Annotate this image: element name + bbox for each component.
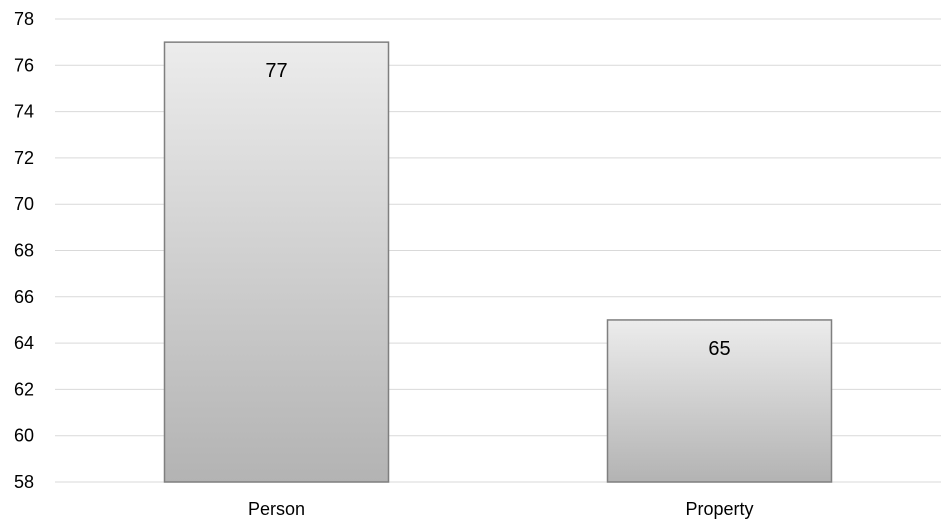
data-labels: 77 65 bbox=[265, 60, 730, 360]
x-tick-label-property: Property bbox=[685, 499, 753, 519]
y-tick-label: 64 bbox=[14, 333, 34, 353]
y-tick-label: 58 bbox=[14, 472, 34, 492]
y-tick-label: 76 bbox=[14, 55, 34, 75]
y-tick-label: 62 bbox=[14, 379, 34, 399]
y-tick-label: 68 bbox=[14, 241, 34, 261]
y-axis-ticks: 58 60 62 64 66 68 70 72 74 76 78 bbox=[14, 9, 34, 492]
y-tick-label: 60 bbox=[14, 426, 34, 446]
x-tick-label-person: Person bbox=[248, 499, 305, 519]
bar-property bbox=[606, 319, 833, 483]
y-tick-label: 74 bbox=[14, 102, 34, 122]
y-tick-label: 78 bbox=[14, 9, 34, 29]
bars bbox=[163, 41, 833, 483]
data-label-person: 77 bbox=[265, 60, 287, 82]
y-tick-label: 66 bbox=[14, 287, 34, 307]
x-axis-ticks: Person Property bbox=[248, 499, 754, 519]
y-tick-label: 72 bbox=[14, 148, 34, 168]
y-tick-label: 70 bbox=[14, 194, 34, 214]
bar-person bbox=[163, 41, 390, 483]
data-label-property: 65 bbox=[708, 338, 730, 360]
